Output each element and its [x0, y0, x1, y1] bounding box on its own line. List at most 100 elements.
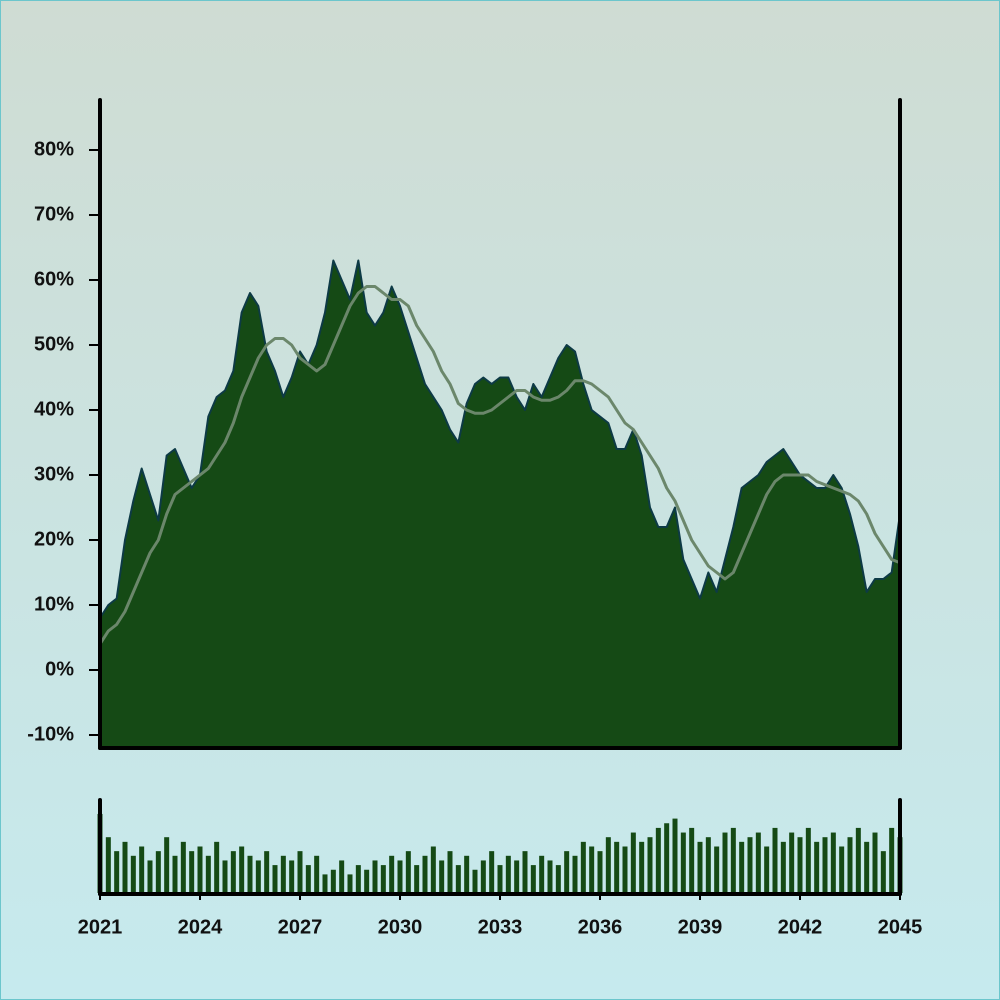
volume-bar [139, 846, 145, 893]
volume-bar [580, 841, 586, 893]
volume-bar [305, 865, 311, 893]
volume-bar [697, 841, 703, 893]
volume-bar [147, 860, 153, 893]
y-tick-label: 40% [34, 398, 74, 420]
volume-bar [772, 827, 778, 893]
volume-bar [272, 865, 278, 893]
volume-bar [797, 837, 803, 893]
volume-bar [864, 841, 870, 893]
volume-bar [347, 874, 353, 893]
volume-bar [497, 865, 503, 893]
y-tick-label: 30% [34, 463, 74, 485]
x-tick-label: 2024 [178, 916, 223, 938]
volume-bar [755, 832, 761, 893]
moving-average-line [98, 285, 901, 645]
volume-bar [330, 869, 336, 893]
volume-bar [614, 841, 620, 893]
x-tick-label: 2039 [678, 916, 723, 938]
volume-bar [214, 841, 220, 893]
volume-bar [489, 851, 495, 893]
volume-bar [397, 860, 403, 893]
y-tick-label: 50% [34, 333, 74, 355]
volume-bar [430, 846, 436, 893]
volume-bar [605, 837, 611, 893]
volume-bar [289, 860, 295, 893]
volume-bar [455, 865, 461, 893]
x-tick-label: 2027 [278, 916, 323, 938]
volume-bar [814, 841, 820, 893]
volume-bar [647, 837, 653, 893]
volume-bar [372, 860, 378, 893]
y-tick-label: -10% [27, 723, 74, 745]
volume-bar [114, 851, 120, 893]
volume-bar [889, 827, 895, 893]
x-tick-label: 2030 [378, 916, 423, 938]
volume-bar [364, 869, 370, 893]
volume-bar [830, 832, 836, 893]
volume-bar [539, 855, 545, 893]
volume-bar [230, 851, 236, 893]
area [99, 259, 901, 749]
volume-bar [597, 851, 603, 893]
volume-bar [880, 851, 886, 893]
y-tick-label: 20% [34, 528, 74, 550]
y-tick-label: 80% [34, 138, 74, 160]
volume-bar [655, 827, 661, 893]
volume-bar [322, 874, 328, 893]
volume-bar [589, 846, 595, 893]
volume-bar [680, 832, 686, 893]
volume-bar [105, 837, 111, 893]
volume-bar [747, 837, 753, 893]
volume-bar [439, 860, 445, 893]
volume-bar [630, 832, 636, 893]
volume-bar [122, 841, 128, 893]
volume-bar [730, 827, 736, 893]
volume-bar [822, 837, 828, 893]
volume-bar [639, 841, 645, 893]
volume-bar [689, 827, 695, 893]
volume-bar [514, 860, 520, 893]
volume-bar [564, 851, 570, 893]
volume-bar [839, 846, 845, 893]
volume-bar [447, 851, 453, 893]
volume-bar [522, 851, 528, 893]
x-tick-label: 2021 [78, 916, 123, 938]
volume-bar [555, 865, 561, 893]
volume-bar [130, 855, 136, 893]
volume-bar [530, 865, 536, 893]
y-tick-label: 10% [34, 593, 74, 615]
x-tick-label: 2036 [578, 916, 623, 938]
volume-bar [855, 827, 861, 893]
volume-bar [205, 855, 211, 893]
volume-bar [189, 851, 195, 893]
volume-bar [739, 841, 745, 893]
volume-bar [805, 827, 811, 893]
volume-bar [280, 855, 286, 893]
volume-bar [197, 846, 203, 893]
volume-bar [714, 846, 720, 893]
volume-bar [622, 846, 628, 893]
volume-bar [480, 860, 486, 893]
y-tick-label: 70% [34, 203, 74, 225]
volume-bar [380, 865, 386, 893]
plot-layer: -10% 0% 10% 20% 30% 40% 50% 60% 70% 80% 2021 2024 20… [27, 138, 922, 938]
volume-bar [705, 837, 711, 893]
volume-bar [255, 860, 261, 893]
volume-bar [780, 841, 786, 893]
y-tick-label: 60% [34, 268, 74, 290]
volume-bar [722, 832, 728, 893]
volume-bar [239, 846, 245, 893]
volume-bar [664, 823, 670, 893]
volume-bar [414, 865, 420, 893]
volume-bar [472, 869, 478, 893]
volume-bar [339, 860, 345, 893]
y-tick-label: 0% [45, 658, 74, 680]
volume-bar [297, 851, 303, 893]
volume-bar [422, 855, 428, 893]
volume-bar [155, 851, 161, 893]
volume-bar [389, 855, 395, 893]
volume-bar [172, 855, 178, 893]
volume-bar [464, 855, 470, 893]
